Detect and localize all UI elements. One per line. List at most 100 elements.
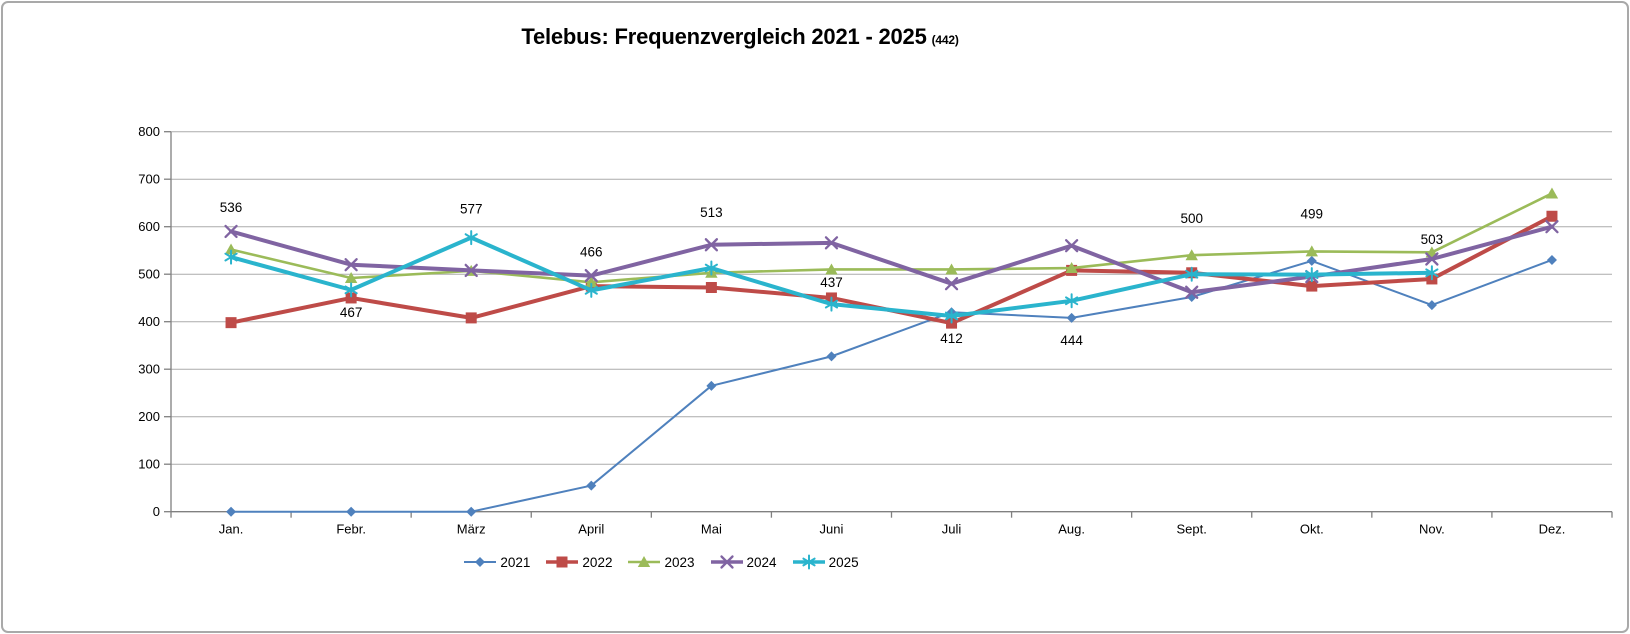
star-marker-icon <box>224 249 238 265</box>
series-2025 <box>224 230 1439 324</box>
data-label: 444 <box>1060 333 1083 348</box>
y-tick-label: 600 <box>138 219 160 234</box>
legend-item-2021: 2021 <box>463 554 530 570</box>
x-marker-icon <box>584 268 598 283</box>
x-category-label: Febr. <box>336 522 366 537</box>
data-label: 467 <box>340 305 363 320</box>
y-tick-label: 200 <box>138 409 160 424</box>
star-marker-icon <box>1425 265 1439 281</box>
x-marker-icon <box>1185 285 1199 299</box>
triangle-marker-icon <box>638 556 651 567</box>
diamond-marker-icon <box>475 557 486 567</box>
triangle-marker-icon <box>1185 249 1198 261</box>
axes <box>164 131 1613 518</box>
star-marker-icon <box>801 554 816 570</box>
triangle-marker-icon <box>945 263 958 275</box>
data-label: 412 <box>940 331 963 346</box>
square-marker-icon <box>705 282 717 293</box>
x-category-label: Juni <box>820 522 844 537</box>
diamond-marker-icon <box>1546 254 1557 265</box>
series-2023 <box>224 187 1559 288</box>
legend-item-2022: 2022 <box>545 554 612 570</box>
star-marker-icon <box>824 296 839 312</box>
legend-marker-2021 <box>464 557 497 567</box>
x-category-label: März <box>457 522 486 537</box>
x-marker-icon <box>944 277 959 291</box>
diamond-marker-icon <box>346 506 357 517</box>
triangle-marker-icon <box>1545 187 1559 199</box>
x-category-label: Aug. <box>1058 522 1085 537</box>
y-tick-label: 100 <box>138 457 160 472</box>
x-category-label: Okt. <box>1300 522 1324 537</box>
x-marker-icon <box>1064 239 1079 253</box>
legend-marker-2024 <box>710 555 743 569</box>
legend-marker-2025 <box>792 554 825 570</box>
data-label: 466 <box>580 244 603 259</box>
y-tick-label: 500 <box>138 267 160 282</box>
x-category-label: Mai <box>701 522 722 537</box>
x-marker-icon <box>1545 220 1559 234</box>
data-label: 437 <box>820 275 843 290</box>
x-category-label: April <box>578 522 604 537</box>
legend-item-2025: 2025 <box>792 554 859 570</box>
star-marker-icon <box>704 260 718 276</box>
data-label: 503 <box>1421 232 1444 247</box>
legend-item-2024: 2024 <box>710 554 777 570</box>
square-marker-icon <box>1546 210 1558 222</box>
diamond-marker-icon <box>466 506 477 517</box>
legend-label-2021: 2021 <box>500 554 531 570</box>
star-marker-icon <box>1305 267 1319 283</box>
x-marker-icon <box>224 224 238 239</box>
data-label: 499 <box>1301 207 1324 222</box>
legend-label-2025: 2025 <box>828 554 859 570</box>
legend-marker-2022 <box>546 556 579 568</box>
legend-label-2024: 2024 <box>746 554 777 570</box>
chart-title-text: Telebus: Frequenzvergleich 2021 - 2025 <box>521 24 927 49</box>
diamond-marker-icon <box>706 380 717 391</box>
y-tick-label: 300 <box>138 362 160 377</box>
x-marker-icon <box>344 258 358 272</box>
star-marker-icon <box>344 282 358 298</box>
diamond-marker-icon <box>586 480 597 491</box>
x-category-label: Dez. <box>1539 522 1566 537</box>
x-category-labels: Jan. Febr. März April Mai Juni Juli Aug. Sept. Ok… <box>219 522 1566 537</box>
diamond-marker-icon <box>1306 255 1317 266</box>
x-marker-icon <box>464 263 478 278</box>
series-line-2023 <box>229 192 1554 284</box>
x-category-label: Nov. <box>1419 522 1445 537</box>
legend-marker-2023 <box>628 556 661 567</box>
diamond-marker-icon <box>1426 300 1437 311</box>
diamond-marker-icon <box>1066 312 1077 323</box>
square-marker-icon <box>345 292 357 304</box>
x-marker-icon <box>1425 252 1439 266</box>
data-label: 577 <box>460 202 483 217</box>
y-tick-labels: 0 100 200 300 400 500 600 700 800 <box>138 124 160 519</box>
x-category-label: Jan. <box>219 522 244 537</box>
y-tick-label: 700 <box>138 172 160 187</box>
triangle-marker-icon <box>825 263 838 275</box>
chart-title: Telebus: Frequenzvergleich 2021 - 2025 (4… <box>0 24 1480 50</box>
y-gridlines <box>171 131 1612 465</box>
y-tick-label: 400 <box>138 314 160 329</box>
data-label: 536 <box>220 200 243 215</box>
legend-label-2023: 2023 <box>664 554 695 570</box>
legend-item-2023: 2023 <box>627 554 695 570</box>
triangle-marker-icon <box>344 272 358 283</box>
triangle-marker-icon <box>1065 262 1078 274</box>
data-label: 500 <box>1180 211 1203 226</box>
diamond-marker-icon <box>826 351 837 362</box>
square-marker-icon <box>225 317 237 329</box>
triangle-marker-icon <box>224 243 238 255</box>
x-marker-icon <box>704 238 719 252</box>
triangle-marker-icon <box>1305 245 1318 257</box>
triangle-marker-icon <box>585 276 598 288</box>
y-tick-label: 800 <box>138 124 160 139</box>
star-marker-icon <box>1065 293 1079 309</box>
legend-label-2022: 2022 <box>582 554 613 570</box>
y-tick-label: 0 <box>153 504 160 519</box>
square-marker-icon <box>465 312 477 324</box>
data-labels: 536 467 577 466 513 437 412 444 500 499 503 <box>220 200 1443 348</box>
series-line-2021 <box>230 258 1553 513</box>
data-label: 513 <box>700 205 723 220</box>
